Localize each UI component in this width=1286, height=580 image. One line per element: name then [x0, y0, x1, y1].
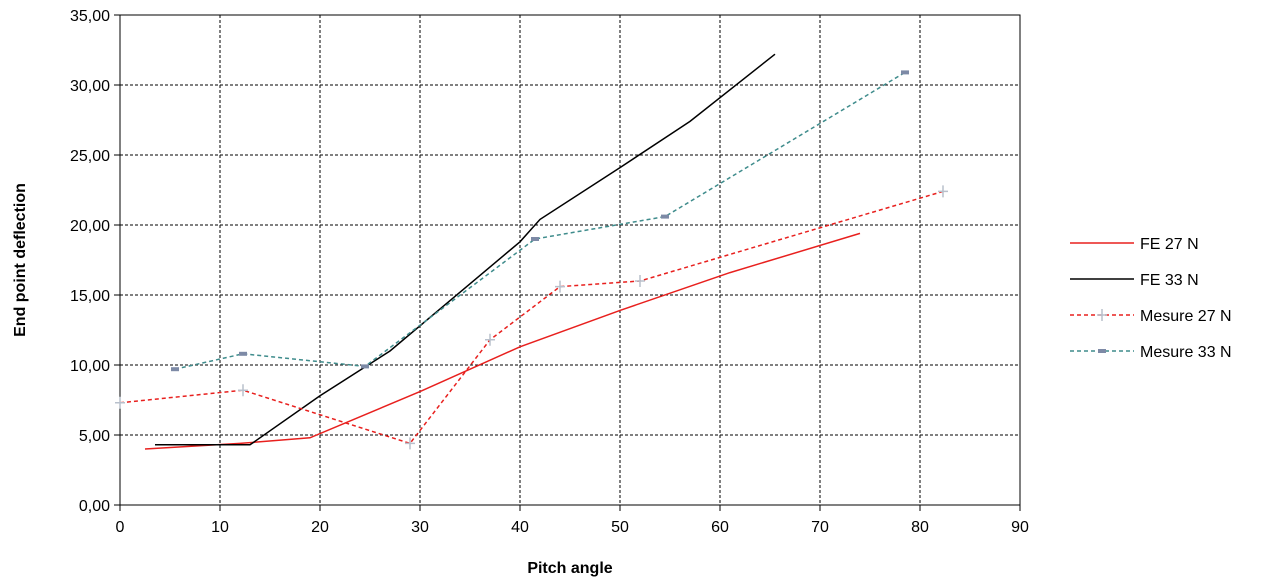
- series-fe-33-n: [155, 53, 776, 446]
- series-line-mesure-33-n: [174, 71, 906, 370]
- y-tick-label: 5,00: [79, 428, 110, 445]
- y-tick-label: 30,00: [70, 78, 110, 95]
- series-mesure-27-n: [115, 185, 948, 450]
- x-tick-label: 30: [411, 519, 429, 536]
- legend-item-mesure-33-n: Mesure 33 N: [1070, 344, 1232, 361]
- x-tick-label: 0: [116, 519, 125, 536]
- y-tick-label: 15,00: [70, 288, 110, 305]
- x-tick-label: 10: [211, 519, 229, 536]
- y-axis: 0,00 5,00 10,00 15,00 20,00 25,00 30,00 35,00: [70, 8, 120, 515]
- plot-area: [119, 14, 1021, 506]
- y-tick-label: 25,00: [70, 148, 110, 165]
- mesure-33-n-point: [239, 351, 247, 356]
- series-layer: [115, 53, 948, 450]
- mesure-27-n-point: [115, 396, 125, 409]
- x-tick-label: 90: [1011, 519, 1029, 536]
- mesure-27-n-point: [635, 275, 645, 287]
- mesure-33-n-point: [661, 214, 669, 219]
- x-tick-label: 20: [311, 519, 329, 536]
- mesure-27-n-point: [555, 280, 565, 293]
- legend-item-fe-33-n: FE 33 N: [1070, 272, 1199, 289]
- x-axis: 0 10 20 30 40 50 60 70 80 90: [116, 505, 1029, 536]
- series-fe-27-n: [144, 232, 861, 450]
- legend-label: FE 33 N: [1140, 272, 1199, 289]
- y-tick-label: 0,00: [79, 498, 110, 515]
- grid: [120, 15, 1020, 505]
- legend-label: Mesure 33 N: [1140, 344, 1232, 361]
- y-tick-label: 35,00: [70, 8, 110, 25]
- y-axis-title: End point deflection: [12, 183, 29, 337]
- x-tick-label: 40: [511, 519, 529, 536]
- x-axis-title: Pitch angle: [527, 560, 612, 577]
- y-tick-label: 10,00: [70, 358, 110, 375]
- series-line-fe-27-n: [144, 232, 861, 450]
- mesure-33-n-point: [901, 70, 909, 75]
- legend-mesure-33-n-point: [1098, 349, 1106, 353]
- mesure-27-n-point: [485, 333, 495, 346]
- mesure-33-n-point: [531, 237, 539, 241]
- x-tick-label: 80: [911, 519, 929, 536]
- mesure-27-n-point: [238, 384, 248, 397]
- mesure-27-n-point: [405, 437, 415, 450]
- mesure-33-n-point: [171, 367, 179, 372]
- x-tick-label: 70: [811, 519, 829, 536]
- y-tick-label: 20,00: [70, 218, 110, 235]
- series-mesure-33-n: [171, 70, 909, 372]
- x-tick-label: 50: [611, 519, 629, 536]
- legend: FE 27 N FE 33 N Mesure 27 N Mesure 33 N: [1070, 236, 1232, 361]
- mesure-33-n-point: [361, 364, 369, 369]
- legend-mesure-27-n-point: [1097, 309, 1107, 321]
- legend-item-fe-27-n: FE 27 N: [1070, 236, 1199, 253]
- legend-label: FE 27 N: [1140, 236, 1199, 253]
- mesure-27-n-point: [938, 185, 948, 198]
- legend-item-mesure-27-n: Mesure 27 N: [1070, 308, 1232, 325]
- series-line-fe-33-n: [155, 53, 776, 446]
- legend-label: Mesure 27 N: [1140, 308, 1232, 325]
- x-tick-label: 60: [711, 519, 729, 536]
